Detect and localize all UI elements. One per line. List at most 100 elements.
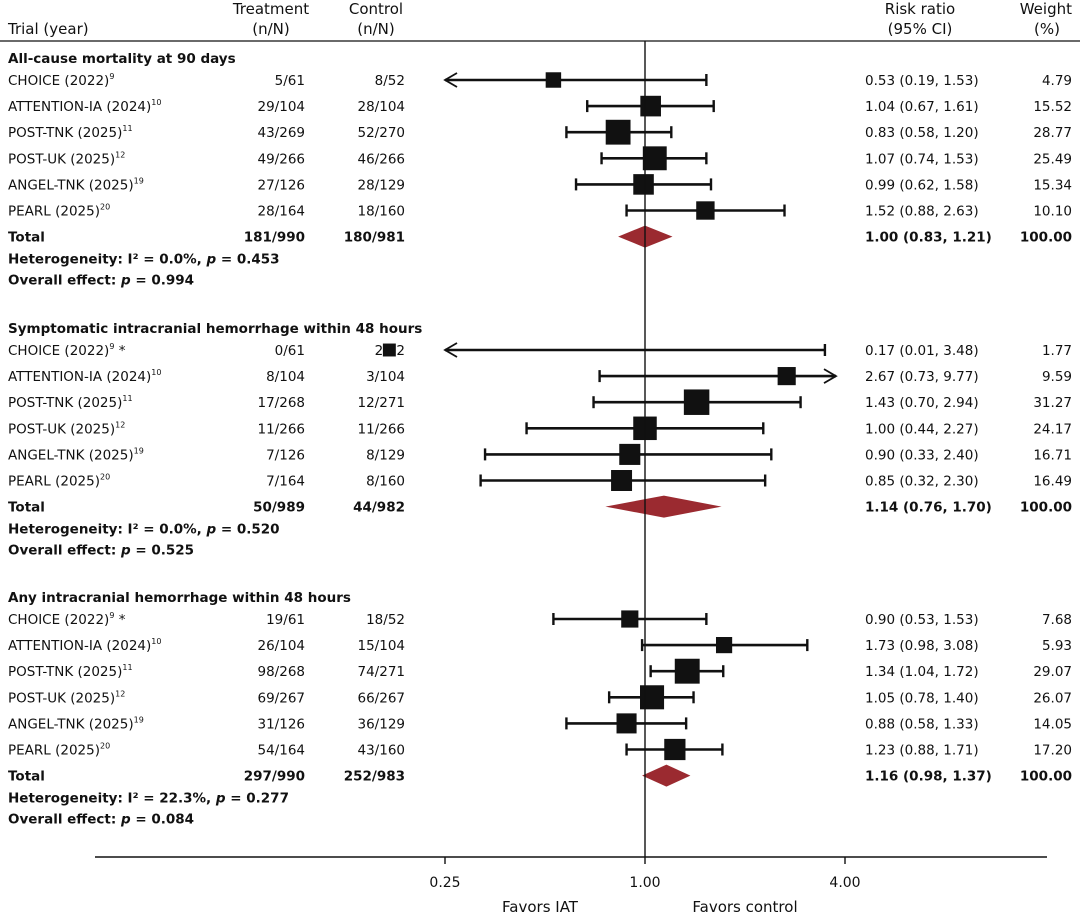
trial-row: POST-TNK (2025)11 17/268 12/271 1.43 (0.70,… bbox=[8, 389, 1072, 415]
trial-row: CHOICE (2022)9 5/61 8/52 0.53 (0.19, 1.53) 4… bbox=[8, 72, 1072, 89]
section-title: Symptomatic intracranial hemorrhage with… bbox=[8, 321, 422, 337]
trial-name: ATTENTION-IA (2024)10 bbox=[8, 637, 161, 654]
column-headers: Trial (year) Treatment (n/N) Control (n/… bbox=[7, 0, 1072, 38]
treatment-count: 69/267 bbox=[258, 690, 306, 706]
x-tick-label: 4.00 bbox=[829, 875, 860, 891]
total-risk-ratio-ci: 1.00 (0.83, 1.21) bbox=[865, 230, 992, 246]
heterogeneity-stat: Heterogeneity: I² = 22.3%, p = 0.277 bbox=[8, 791, 289, 807]
forest-rows: All-cause mortality at 90 days CHOICE (20… bbox=[8, 51, 1072, 828]
treatment-count: 11/266 bbox=[258, 421, 306, 437]
point-estimate-square bbox=[616, 713, 637, 734]
weight-value: 29.07 bbox=[1033, 664, 1072, 680]
heterogeneity-stat: Heterogeneity: I² = 0.0%, p = 0.453 bbox=[8, 252, 280, 268]
risk-ratio-ci: 0.83 (0.58, 1.20) bbox=[865, 125, 979, 141]
section-title: All-cause mortality at 90 days bbox=[8, 51, 236, 67]
treatment-count: 5/61 bbox=[275, 73, 305, 89]
trial-name: POST-UK (2025)12 bbox=[8, 150, 125, 167]
control-count: 11/266 bbox=[358, 421, 406, 437]
control-count: 28/104 bbox=[358, 99, 406, 115]
risk-ratio-ci: 0.88 (0.58, 1.33) bbox=[865, 716, 979, 732]
control-count: 43/160 bbox=[358, 743, 406, 759]
trial-ref: 12 bbox=[115, 420, 125, 429]
overall-effect: Overall effect: p = 0.084 bbox=[8, 812, 194, 828]
trial-name: PEARL (2025)20 bbox=[8, 473, 110, 490]
trial-row: PEARL (2025)20 54/164 43/160 1.23 (0.88, 1.… bbox=[8, 738, 1072, 761]
trial-row: POST-UK (2025)12 69/267 66/267 1.05 (0.78, … bbox=[8, 685, 1072, 710]
weight-value: 16.71 bbox=[1033, 447, 1072, 463]
point-estimate-square bbox=[640, 685, 665, 710]
risk-ratio-ci: 1.23 (0.88, 1.71) bbox=[865, 743, 979, 759]
total-row: Total 50/989 44/982 1.14 (0.76, 1.70) 100.00 bbox=[8, 495, 1072, 518]
trial-ref: 20 bbox=[100, 742, 110, 751]
trial-name: ANGEL-TNK (2025)19 bbox=[8, 446, 144, 463]
weight-value: 1.77 bbox=[1042, 343, 1072, 359]
weight-value: 15.34 bbox=[1033, 177, 1072, 193]
treatment-count: 7/164 bbox=[266, 474, 305, 490]
trial-name: CHOICE (2022)9 * bbox=[8, 611, 126, 628]
total-weight: 100.00 bbox=[1020, 500, 1072, 516]
trial-ref: 20 bbox=[100, 473, 110, 482]
trial-row: POST-TNK (2025)11 43/269 52/270 0.83 (0.58,… bbox=[8, 119, 1072, 145]
pooled-estimate-diamond bbox=[642, 764, 691, 787]
ci-arrow-left bbox=[443, 342, 458, 358]
header-weight: Weight bbox=[1020, 0, 1072, 18]
risk-ratio-ci: 0.90 (0.33, 2.40) bbox=[865, 447, 979, 463]
weight-value: 16.49 bbox=[1033, 474, 1072, 490]
weight-value: 7.68 bbox=[1042, 612, 1072, 628]
trial-name: ATTENTION-IA (2024)10 bbox=[8, 98, 161, 115]
section-3: Any intracranial hemorrhage within 48 ho… bbox=[8, 590, 1072, 828]
total-weight: 100.00 bbox=[1020, 230, 1072, 246]
treatment-count: 98/268 bbox=[258, 664, 306, 680]
p-symbol: p bbox=[120, 273, 131, 289]
trial-ref: 9 bbox=[109, 342, 114, 351]
trial-name: ATTENTION-IA (2024)10 bbox=[8, 368, 161, 385]
x-tick-label: 0.25 bbox=[429, 875, 460, 891]
trial-row: PEARL (2025)20 7/164 8/160 0.85 (0.32, 2.30… bbox=[8, 470, 1072, 491]
risk-ratio-ci: 2.67 (0.73, 9.77) bbox=[865, 369, 979, 385]
weight-value: 9.59 bbox=[1042, 369, 1072, 385]
header-trial: Trial (year) bbox=[7, 20, 89, 38]
pooled-estimate-diamond bbox=[605, 495, 722, 518]
point-estimate-square bbox=[545, 72, 562, 88]
risk-ratio-ci: 1.05 (0.78, 1.40) bbox=[865, 690, 979, 706]
weight-value: 10.10 bbox=[1033, 204, 1072, 220]
control-count: 12/271 bbox=[358, 395, 406, 411]
point-estimate-square bbox=[683, 389, 710, 415]
treatment-count: 26/104 bbox=[258, 638, 306, 654]
trial-ref: 12 bbox=[115, 689, 125, 698]
total-control: 180/981 bbox=[344, 230, 405, 246]
p-symbol: p bbox=[215, 791, 226, 807]
treatment-count: 19/61 bbox=[266, 612, 305, 628]
risk-ratio-ci: 1.34 (1.04, 1.72) bbox=[865, 664, 979, 680]
control-count: 36/129 bbox=[358, 716, 406, 732]
control-count: 15/104 bbox=[358, 638, 406, 654]
total-row: Total 297/990 252/983 1.16 (0.98, 1.37) 100.… bbox=[8, 764, 1072, 787]
trial-ref: 9 bbox=[109, 72, 114, 81]
treatment-count: 7/126 bbox=[266, 447, 305, 463]
weight-value: 5.93 bbox=[1042, 638, 1072, 654]
control-count: 8/52 bbox=[375, 73, 405, 89]
header-treatment: Treatment bbox=[232, 0, 309, 18]
total-label: Total bbox=[8, 230, 45, 246]
trial-row: CHOICE (2022)9 * 19/61 18/52 0.90 (0.53, 1.… bbox=[8, 610, 1072, 628]
control-count: 18/160 bbox=[358, 204, 406, 220]
point-estimate-square bbox=[605, 119, 631, 145]
total-weight: 100.00 bbox=[1020, 769, 1072, 785]
trial-name: POST-TNK (2025)11 bbox=[8, 663, 133, 680]
p-symbol: p bbox=[205, 522, 216, 538]
favors-left-label: Favors IAT bbox=[502, 898, 579, 916]
weight-value: 28.77 bbox=[1033, 125, 1072, 141]
header-risk-ratio-sub: (95% CI) bbox=[888, 20, 953, 38]
trial-name: POST-UK (2025)12 bbox=[8, 420, 125, 437]
treatment-count: 0/61 bbox=[275, 343, 305, 359]
header-weight-sub: (%) bbox=[1034, 20, 1060, 38]
weight-value: 31.27 bbox=[1033, 395, 1072, 411]
treatment-count: 8/104 bbox=[266, 369, 305, 385]
trial-row: ANGEL-TNK (2025)19 27/126 28/129 0.99 (0.62… bbox=[8, 174, 1072, 195]
trial-ref: 10 bbox=[151, 98, 161, 107]
total-control: 252/983 bbox=[344, 769, 405, 785]
control-count: 8/160 bbox=[366, 474, 405, 490]
favors-right-label: Favors control bbox=[692, 898, 797, 916]
control-count: 66/267 bbox=[358, 690, 406, 706]
